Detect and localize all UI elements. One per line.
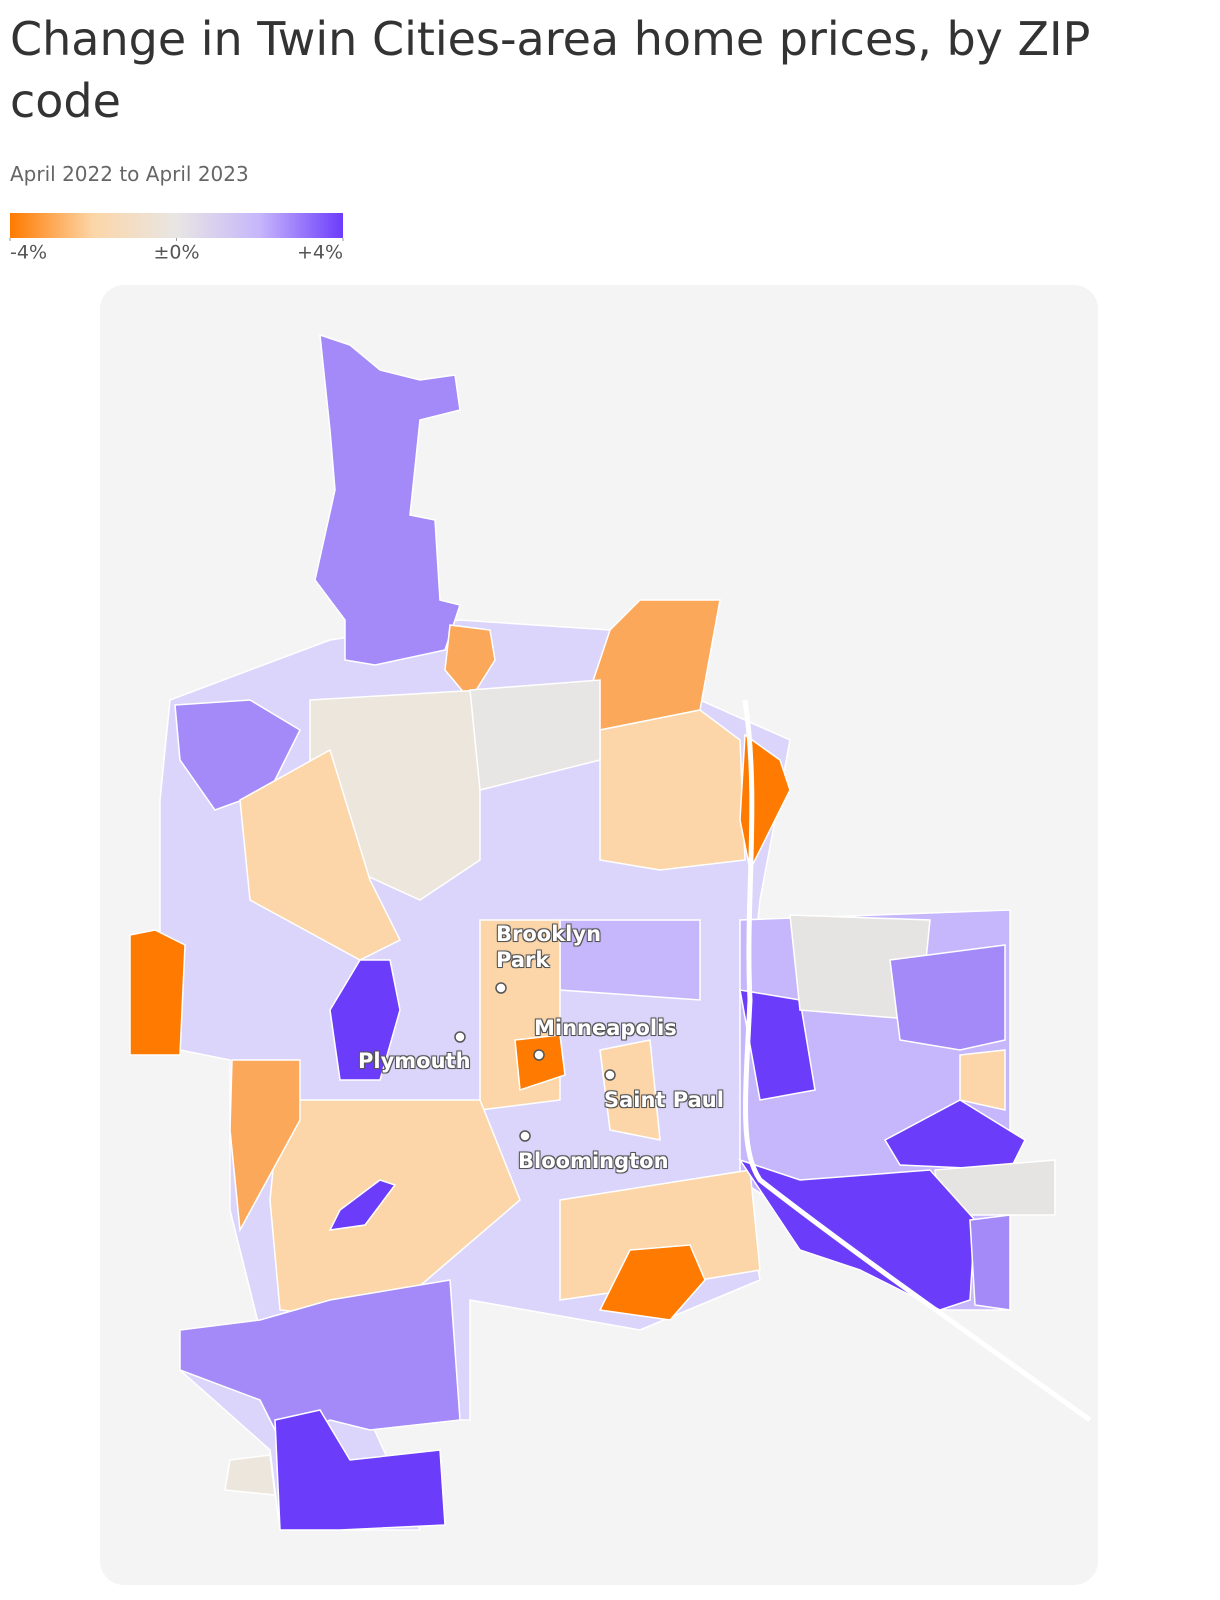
zip-region xyxy=(599,709,746,871)
zip-region xyxy=(739,989,816,1101)
city-marker xyxy=(454,1031,466,1043)
zip-region xyxy=(469,679,601,791)
city-label: Minneapolis xyxy=(534,1016,677,1040)
zip-region xyxy=(329,959,401,1081)
legend-tick-label: +4% xyxy=(297,242,343,264)
zip-region xyxy=(959,1049,1006,1111)
zip-region xyxy=(129,929,186,1056)
zip-region xyxy=(514,1034,566,1092)
city-label: Brooklyn Park xyxy=(496,922,602,972)
legend: -4% ±0% +4% xyxy=(9,213,344,264)
zip-region xyxy=(229,1059,301,1233)
city-marker xyxy=(519,1130,531,1142)
river xyxy=(742,699,1092,1423)
zip-region xyxy=(559,1169,761,1301)
legend-bar xyxy=(10,213,343,238)
city-marker xyxy=(495,982,507,994)
zip-region xyxy=(444,624,496,702)
zip-region xyxy=(883,1099,1026,1171)
zip-region xyxy=(738,1158,976,1311)
zip-region xyxy=(599,1039,661,1141)
legend-tick-label: -4% xyxy=(10,242,47,264)
subtitle: April 2022 to April 2023 xyxy=(10,162,249,186)
city-label: Saint Paul xyxy=(604,1088,724,1112)
city-markers xyxy=(454,982,616,1142)
zip-region xyxy=(179,1279,461,1441)
map xyxy=(100,285,1098,1585)
city-marker xyxy=(604,1069,616,1081)
city-label: Bloomington xyxy=(518,1149,669,1173)
zip-region xyxy=(314,333,461,666)
zip-region xyxy=(969,1214,1011,1311)
title: Change in Twin Cities-area home prices, … xyxy=(10,12,1091,128)
zip-region xyxy=(328,1179,397,1231)
zip-region xyxy=(224,1454,276,1496)
zip-regions xyxy=(129,333,1056,1531)
city-label: Plymouth xyxy=(358,1049,471,1073)
legend-tick-label: ±0% xyxy=(153,242,199,264)
city-marker xyxy=(533,1049,545,1061)
zip-region xyxy=(274,1409,446,1531)
zip-region xyxy=(598,1244,706,1321)
zip-region xyxy=(239,748,402,961)
zip-region xyxy=(889,944,1006,1051)
